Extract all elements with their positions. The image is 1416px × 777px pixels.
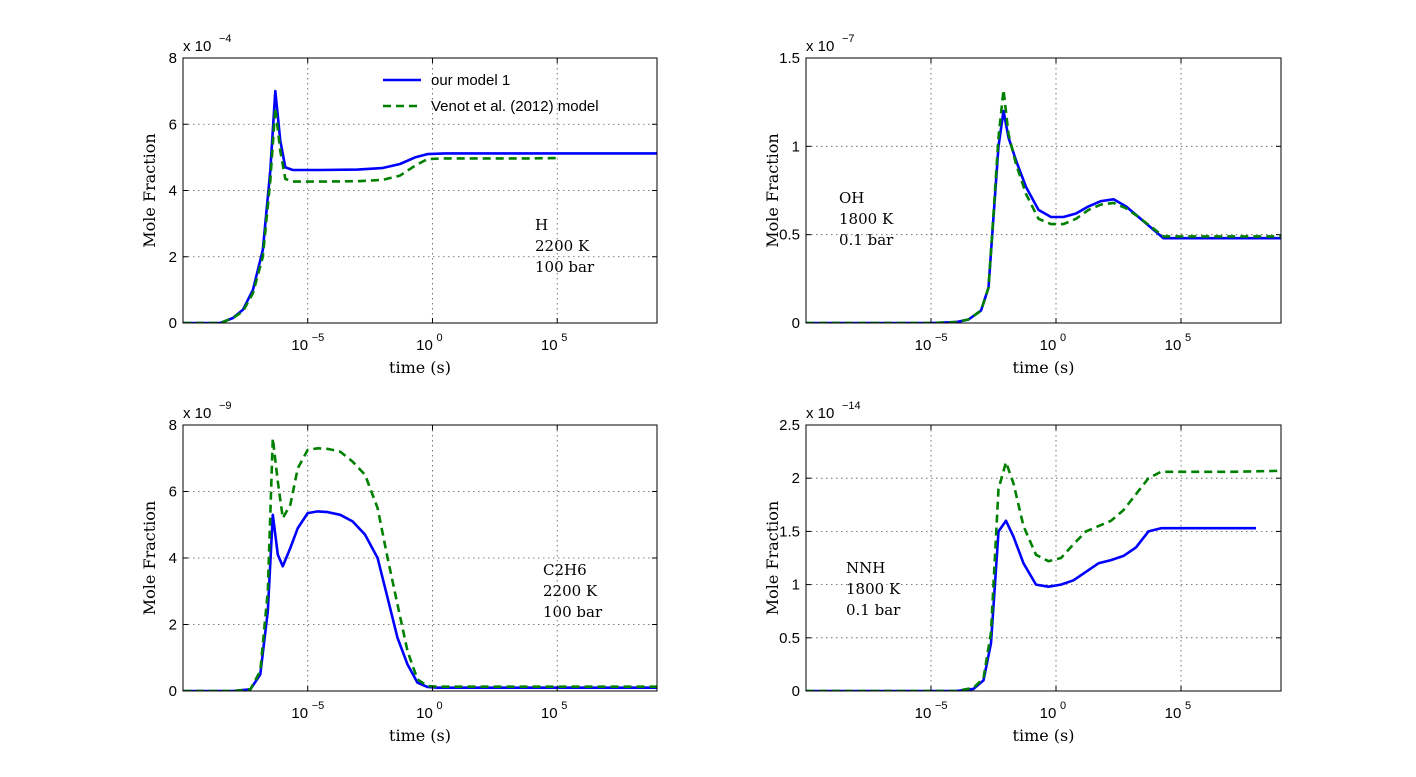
series-line-our-model bbox=[183, 510, 657, 691]
series-line-venot-model bbox=[183, 436, 657, 691]
x-axis-label: time (s) bbox=[389, 358, 451, 377]
y-axis-label: Mole Fraction bbox=[140, 501, 159, 615]
y-multiplier-exponent: −14 bbox=[842, 400, 861, 412]
y-multiplier: x 10 bbox=[183, 405, 211, 422]
x-tick-exponent: 0 bbox=[1060, 332, 1066, 344]
y-tick-label: 4 bbox=[169, 183, 177, 200]
x-tick-label: 10 bbox=[1165, 705, 1182, 722]
y-tick-label: 2.5 bbox=[779, 417, 800, 434]
x-tick-label: 10 bbox=[915, 337, 932, 354]
y-tick-label: 0 bbox=[792, 683, 800, 700]
y-tick-label: 4 bbox=[169, 550, 177, 567]
x-tick-label: 10 bbox=[1040, 337, 1057, 354]
y-tick-label: 0 bbox=[169, 683, 177, 700]
x-axis-label: time (s) bbox=[1013, 726, 1075, 745]
x-tick-label: 10 bbox=[915, 705, 932, 722]
annotation-line: NNH bbox=[846, 559, 885, 577]
x-tick-exponent: −5 bbox=[935, 332, 948, 344]
annotation-line: 1800 K bbox=[846, 580, 901, 598]
series-line-our-model bbox=[806, 109, 1281, 323]
y-multiplier: x 10 bbox=[806, 405, 834, 422]
y-tick-label: 8 bbox=[169, 50, 177, 67]
annotation-line: H bbox=[535, 216, 548, 234]
x-tick-exponent: 5 bbox=[1185, 700, 1191, 712]
y-tick-label: 2 bbox=[169, 249, 177, 266]
annotation-line: 2200 K bbox=[535, 237, 590, 255]
y-axis-label: Mole Fraction bbox=[140, 133, 159, 247]
x-tick-label: 10 bbox=[291, 337, 308, 354]
x-tick-label: 10 bbox=[291, 705, 308, 722]
y-multiplier-exponent: −9 bbox=[219, 400, 232, 412]
axes-box bbox=[805, 424, 1282, 692]
x-axis-label: time (s) bbox=[1013, 358, 1075, 377]
annotation-line: OH bbox=[839, 189, 864, 207]
y-tick-label: 6 bbox=[169, 484, 177, 501]
axes-box bbox=[805, 57, 1282, 324]
y-multiplier-exponent: −7 bbox=[842, 33, 855, 45]
y-axis-label: Mole Fraction bbox=[763, 501, 782, 615]
y-multiplier-exponent: −4 bbox=[219, 33, 232, 45]
annotation-line: C2H6 bbox=[543, 561, 587, 579]
x-tick-label: 10 bbox=[1165, 337, 1182, 354]
y-tick-label: 2 bbox=[792, 470, 800, 487]
y-tick-label: 0 bbox=[169, 315, 177, 332]
x-tick-exponent: 0 bbox=[1060, 700, 1066, 712]
x-tick-label: 10 bbox=[416, 337, 433, 354]
y-tick-label: 1.5 bbox=[779, 523, 800, 540]
annotation-line: 2200 K bbox=[543, 582, 598, 600]
annotation-line: 1800 K bbox=[839, 210, 894, 228]
x-tick-exponent: 5 bbox=[1185, 332, 1191, 344]
annotation-line: 100 bar bbox=[535, 258, 595, 276]
y-tick-label: 0.5 bbox=[779, 630, 800, 647]
x-tick-label: 10 bbox=[416, 705, 433, 722]
y-tick-label: 1 bbox=[792, 138, 800, 155]
legend-entry: our model 1 bbox=[431, 72, 510, 89]
x-tick-label: 10 bbox=[541, 337, 558, 354]
y-tick-label: 6 bbox=[169, 116, 177, 133]
x-tick-exponent: −5 bbox=[935, 700, 948, 712]
y-tick-label: 2 bbox=[169, 617, 177, 634]
series-line-our-model bbox=[806, 519, 1256, 691]
x-tick-exponent: 5 bbox=[561, 700, 567, 712]
x-tick-exponent: 0 bbox=[436, 700, 442, 712]
series-line-venot-model bbox=[806, 460, 1281, 691]
y-multiplier: x 10 bbox=[183, 38, 211, 55]
y-tick-label: 1.5 bbox=[779, 50, 800, 67]
x-axis-label: time (s) bbox=[389, 726, 451, 745]
x-tick-exponent: 0 bbox=[436, 332, 442, 344]
legend-entry: Venot et al. (2012) model bbox=[431, 98, 599, 115]
y-multiplier: x 10 bbox=[806, 38, 834, 55]
x-tick-label: 10 bbox=[1040, 705, 1057, 722]
series-line-venot-model bbox=[183, 106, 558, 323]
annotation-line: 100 bar bbox=[543, 603, 603, 621]
annotation-line: 0.1 bar bbox=[846, 601, 901, 619]
annotation-line: 0.1 bar bbox=[839, 231, 894, 249]
y-tick-label: 1 bbox=[792, 577, 800, 594]
y-tick-label: 0 bbox=[792, 315, 800, 332]
series-line-venot-model bbox=[806, 88, 1281, 323]
x-tick-exponent: −5 bbox=[312, 700, 325, 712]
y-axis-label: Mole Fraction bbox=[763, 133, 782, 247]
y-tick-label: 0.5 bbox=[779, 227, 800, 244]
series-line-our-model bbox=[183, 89, 657, 323]
x-tick-label: 10 bbox=[541, 705, 558, 722]
x-tick-exponent: −5 bbox=[312, 332, 325, 344]
y-tick-label: 8 bbox=[169, 417, 177, 434]
x-tick-exponent: 5 bbox=[561, 332, 567, 344]
